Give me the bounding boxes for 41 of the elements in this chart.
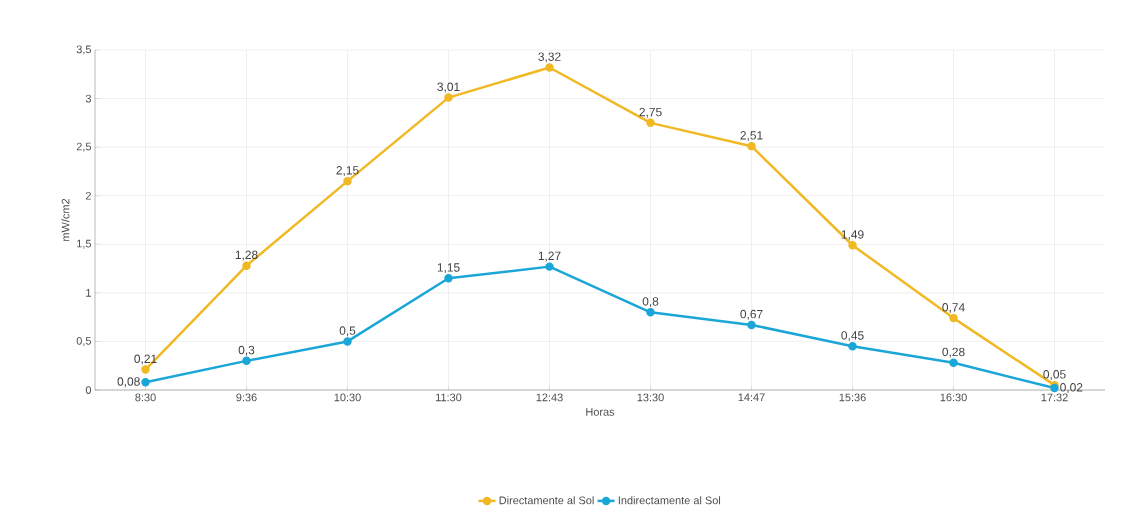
data-label: 0,28 (942, 347, 965, 358)
data-label: 0,02 (1060, 383, 1083, 393)
data-label: 0,45 (841, 331, 864, 342)
y-tick-label: 2 (85, 191, 91, 200)
data-label: 0,74 (942, 303, 965, 313)
x-tick-label: 13:30 (637, 393, 664, 402)
y-axis-title: mW/cm2 (61, 198, 70, 241)
data-label: 0,3 (238, 345, 255, 356)
x-tick-label: 11:30 (436, 393, 462, 402)
y-tick-label: 0 (85, 386, 92, 394)
data-label: 2,75 (639, 107, 662, 118)
data-label: 2,15 (336, 166, 359, 176)
data-label: 0,5 (339, 326, 356, 337)
x-tick-label: 9:36 (236, 393, 257, 402)
x-tick-label: 17:32 (1041, 393, 1068, 402)
data-label: 0,05 (1043, 370, 1066, 380)
data-label: 0,08 (117, 377, 140, 388)
data-label: 1,27 (538, 251, 561, 262)
data-label: 0,67 (740, 309, 763, 320)
y-tick-label: 0,5 (76, 336, 92, 346)
y-tick-label: 3 (85, 94, 91, 103)
x-tick-label: 15:36 (839, 393, 866, 402)
data-label: 0,8 (642, 297, 659, 308)
legend-label: Indirectamente al Sol (618, 496, 721, 505)
data-label: 1,15 (437, 263, 460, 274)
x-tick-label: 10:30 (334, 393, 361, 402)
data-label: 3,32 (538, 52, 561, 63)
data-label: 1,28 (235, 250, 258, 261)
x-tick-label: 12:43 (536, 393, 563, 402)
x-tick-label: 14:47 (738, 393, 765, 402)
data-label: 1,49 (841, 230, 864, 241)
x-axis-title: Horas (586, 408, 615, 416)
y-tick-label: 1 (86, 289, 91, 297)
y-tick-label: 3,5 (76, 45, 92, 55)
data-label: 3,01 (437, 82, 460, 93)
y-tick-label: 1,5 (77, 239, 92, 249)
data-label: 2,51 (740, 131, 763, 141)
x-tick-label: 8:30 (135, 393, 156, 402)
y-tick-label: 2,5 (76, 142, 92, 152)
x-tick-label: 16:30 (940, 393, 967, 402)
legend-label: Directamente al Sol (499, 496, 594, 505)
